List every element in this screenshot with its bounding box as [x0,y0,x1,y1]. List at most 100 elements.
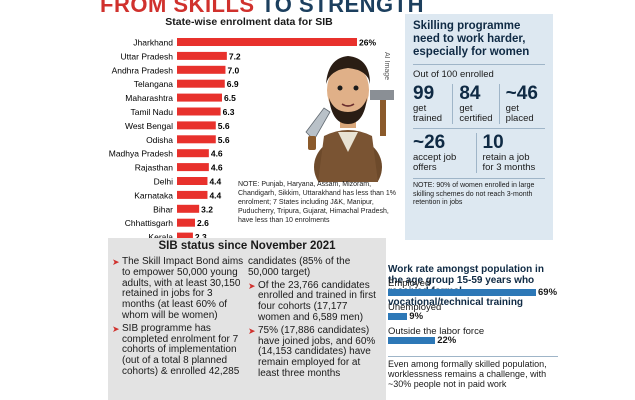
value-label: 26% [359,38,376,48]
state-enrolment-chart: State-wise enrolment data for SIB Jharkh… [103,14,395,238]
work-value-label: 22% [437,335,457,346]
value-label: 7.0 [227,65,239,75]
stat-label: accept job offers [413,152,457,173]
category-label: Tamil Nadu [130,107,173,117]
category-label: Madhya Pradesh [109,149,174,159]
value-label: 6.5 [224,93,236,103]
value-label: 2.6 [197,218,209,228]
category-label: Uttar Pradesh [121,51,174,61]
value-label: 6.3 [223,107,235,117]
value-label: 4.4 [209,177,221,187]
skilling-panel: Skilling programme need to work harder, … [405,14,553,240]
bar [177,190,208,199]
stat-number: ~26 [413,132,446,153]
category-label: West Bengal [125,121,173,131]
work-value-label: 9% [409,311,424,322]
value-label: 2.3 [195,232,207,238]
skilling-subtitle: Out of 100 enrolled [413,64,545,80]
sib-bullet: ➤ The Skill Impact Bond aims to empower 5… [112,256,244,322]
value-label: 4.6 [211,163,223,173]
arrow-icon: ➤ [248,325,256,336]
bar-chart-svg: Jharkhand 26% Uttar Pradesh 7.2 Andhra Prade… [109,38,376,238]
sib-bullet-text: Of the 23,766 candidates enrolled and tr… [258,279,376,323]
sib-bullet-text: 75% (17,886 candidates) have joined jobs… [258,324,376,379]
stat-accept: ~26 accept job offers [413,133,476,173]
sib-bullet-text: The Skill Impact Bond aims to empower 50… [122,256,244,321]
stat-number: ~46 [505,83,538,104]
sib-column-1: ➤ The Skill Impact Bond aims to empower 5… [112,256,248,382]
category-label: Telangana [134,79,174,89]
headline-part1: FROM SKILLS [100,0,255,17]
sib-bullet: ➤ Of the 23,766 candidates enrolled and t… [248,279,380,324]
bar [177,79,225,88]
stat-number: 84 [459,83,481,104]
work-row: Outside the labor force 22% [388,326,558,346]
category-label: Andhra Pradesh [112,65,174,75]
stat-label: get trained [413,103,443,124]
sib-continued-text: candidates (85% of the 50,000 target) [248,256,351,278]
category-label: Odisha [146,135,173,145]
work-row-label: Unemployed [388,302,442,313]
arrow-icon: ➤ [248,280,256,291]
stat-label: get certified [459,103,493,124]
chart-note: NOTE: Punjab, Haryana, Assam, Mizoram, C… [238,181,396,224]
value-label: 4.4 [209,190,221,200]
sib-bullet: ➤ 75% (17,886 candidates) have joined job… [248,324,380,380]
sib-status-panel: SIB status since November 2021 ➤ The Skil… [108,238,386,400]
work-row: Unemployed 9% [388,302,558,322]
stat-label: retain a job for 3 months [482,152,536,173]
category-label: Maharashtra [125,93,173,103]
bar [177,65,226,74]
bar [177,38,357,46]
value-label: 4.6 [211,149,223,159]
stat-row-2: ~26 accept job offers 10 retain a job fo… [413,128,545,173]
chart-title: State-wise enrolment data for SIB [165,16,333,28]
category-label: Bihar [153,204,173,214]
bar [177,107,221,116]
skilling-note: NOTE: 90% of women enrolled in large ski… [413,178,545,208]
sib-bullet: ➤ SIB programme has completed enrolment f… [112,322,244,378]
category-label: Delhi [154,177,173,187]
bar [177,51,227,60]
work-bar [388,313,408,320]
work-bar [388,337,436,344]
work-note: Even among formally skilled population, … [388,356,558,389]
ai-illustration-man-with-tools [305,56,394,182]
value-label: 5.6 [218,121,230,131]
stat-placed: ~46 get placed [498,83,545,124]
work-row: Employed 69% [388,278,558,298]
bar [177,177,208,185]
sib-column-2: candidates (85% of the 50,000 target) ➤ O… [248,256,384,382]
category-label: Jharkhand [133,38,173,48]
sib-columns: ➤ The Skill Impact Bond aims to empower 5… [112,256,384,382]
bar [177,232,193,238]
stat-row-1: 99 get trained 84 get certified ~46 get … [413,84,545,124]
category-label: Karnataka [134,190,173,200]
bar [177,149,209,158]
bar [177,135,216,144]
category-label: Chhattisgarh [125,218,173,228]
headline: FROM SKILLS TO STRENGTH [100,0,424,18]
work-row-label: Employed [388,278,431,289]
work-value-label: 69% [538,287,558,298]
headline-part2: TO STRENGTH [261,0,424,17]
sib-bullet-text: SIB programme has completed enrolment fo… [122,322,240,377]
bar [177,121,216,130]
category-label: Kerala [148,232,173,238]
stat-trained: 99 get trained [413,84,452,124]
bar [177,93,222,102]
bar [177,218,195,227]
stat-retain: 10 retain a job for 3 months [475,133,546,173]
bar [177,163,209,172]
category-label: Rajasthan [135,163,174,173]
skilling-title: Skilling programme need to work harder, … [413,20,530,58]
sib-title: SIB status since November 2021 [158,240,336,252]
stat-number: 99 [413,83,435,104]
work-rate-panel: Work rate amongst population in the age … [388,264,558,400]
value-label: 3.2 [201,204,213,214]
arrow-icon: ➤ [112,323,120,334]
ai-image-tag: AI Image [383,52,390,81]
work-row-label: Outside the labor force [388,326,485,337]
work-bar [388,289,536,296]
bar [177,204,200,213]
